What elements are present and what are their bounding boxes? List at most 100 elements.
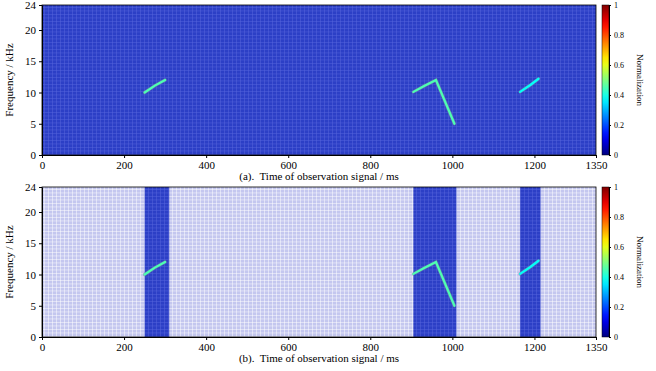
y-tick-label: 5 [31, 300, 37, 312]
y-tick: 24 [25, 181, 42, 193]
colorbar-tick: 0.6 [609, 61, 624, 70]
y-tick-label: 10 [25, 87, 37, 99]
y-tick-mark [39, 187, 42, 188]
x-tick-label: 600 [280, 159, 297, 171]
x-tick-label: 1000 [442, 341, 465, 353]
y-tick-mark [39, 124, 42, 125]
y-tick-mark [39, 275, 42, 276]
chirp [145, 80, 166, 93]
y-axis: 0 5 10 15 20 24 [25, 0, 43, 161]
y-tick: 24 [25, 0, 42, 11]
colorbar-tick-mark [609, 307, 611, 308]
colorbar-tick-mark [609, 187, 611, 188]
y-tick-label: 5 [31, 118, 37, 130]
signal-band [413, 187, 456, 337]
chirp-outline [413, 262, 454, 306]
y-tick-mark [39, 30, 42, 31]
chirp-outline [520, 261, 538, 274]
plot-area [42, 187, 596, 337]
y-tick: 0 [31, 149, 43, 161]
y-axis: 0510152024 [25, 181, 43, 343]
y-tick-label: 0 [31, 149, 37, 161]
x-axis: 0200400600800100012001350 [40, 337, 608, 353]
colorbar-tick: 0.4 [609, 273, 624, 282]
plot-frame [42, 5, 596, 155]
colorbar-tick-mark [609, 217, 611, 218]
colorbar-tick: 0.2 [609, 121, 624, 130]
chirp [520, 261, 538, 274]
colorbar-tick-label: 0 [614, 333, 618, 342]
y-tick: 15 [25, 237, 42, 249]
x-tick: 1000 [442, 337, 465, 353]
x-tick-mark [370, 155, 371, 158]
colorbar-tick-label: 1 [614, 1, 618, 10]
x-tick-label: 0 [40, 341, 46, 353]
colorbar-tick: 0.8 [609, 213, 624, 222]
colorbar-tick-label: 0.6 [614, 243, 624, 252]
colorbar-tick-label: 1 [614, 183, 618, 192]
x-tick-label: 400 [198, 159, 215, 171]
chirp-outline [413, 80, 454, 124]
x-tick-label: 1000 [442, 159, 465, 171]
colorbar-tick: 0.2 [609, 303, 624, 312]
colorbar-tick-mark [609, 247, 611, 248]
y-tick: 0 [31, 331, 43, 343]
colorbar [602, 187, 609, 337]
x-tick: 0 [40, 155, 46, 171]
colorbar-title: Normalization [635, 236, 645, 288]
colorbar-tick: 0.6 [609, 243, 624, 252]
x-tick-mark [452, 155, 453, 158]
y-axis-line [42, 6, 43, 156]
x-tick-mark [124, 337, 125, 340]
x-tick-label: 1200 [524, 159, 547, 171]
colorbar-axis-line [609, 188, 610, 338]
x-tick-mark [370, 337, 371, 340]
colorbar-tick-label: 0 [614, 151, 618, 160]
y-tick-mark [39, 61, 42, 62]
x-axis-line [43, 337, 597, 338]
colorbar-tick-mark [609, 125, 611, 126]
y-axis-line [42, 188, 43, 338]
x-tick-label: 1200 [524, 341, 547, 353]
y-tick-label: 15 [25, 237, 37, 249]
y-tick-mark [39, 155, 42, 156]
x-tick-label: 400 [198, 341, 215, 353]
x-tick: 1350 [586, 337, 609, 353]
x-tick-mark [288, 155, 289, 158]
signal-band [520, 187, 541, 337]
x-tick: 400 [198, 155, 215, 171]
colorbar-tick-mark [609, 155, 611, 156]
colorbar-axis: 0 0.2 0.4 0.6 0.8 1 [609, 183, 624, 342]
figure: 02004006008001000120013500510152024(a). … [0, 0, 656, 371]
colorbar-tick-label: 0.2 [614, 121, 624, 130]
chirp [145, 262, 166, 275]
colorbar-tick-mark [609, 95, 611, 96]
chirp [413, 80, 454, 124]
y-tick: 20 [25, 24, 42, 36]
colorbar-tick-label: 0.4 [614, 91, 624, 100]
x-tick: 600 [280, 155, 297, 171]
plot-frame [42, 187, 596, 337]
x-tick-mark [206, 155, 207, 158]
y-tick: 5 [31, 300, 43, 312]
y-tick: 15 [25, 55, 42, 67]
colorbar-tick-mark [609, 65, 611, 66]
signal-band [145, 187, 170, 337]
x-tick: 200 [116, 155, 133, 171]
chirp-outline [520, 79, 538, 92]
y-tick-label: 15 [25, 55, 37, 67]
x-tick-label: 1350 [586, 159, 609, 171]
colorbar-tick: 0 [609, 333, 618, 342]
chirp [520, 79, 538, 92]
y-tick-label: 20 [25, 206, 37, 218]
colorbar-tick: 1 [609, 183, 618, 192]
x-tick-mark [124, 155, 125, 158]
x-tick-mark [534, 337, 535, 340]
colorbar-tick: 0.8 [609, 31, 624, 40]
x-tick: 1000 [442, 155, 465, 171]
y-tick-label: 0 [31, 331, 37, 343]
colorbar-tick-label: 0.4 [614, 273, 624, 282]
colorbar-tick-label: 0.8 [614, 213, 624, 222]
x-axis-line [43, 155, 597, 156]
x-tick-mark [596, 155, 597, 158]
